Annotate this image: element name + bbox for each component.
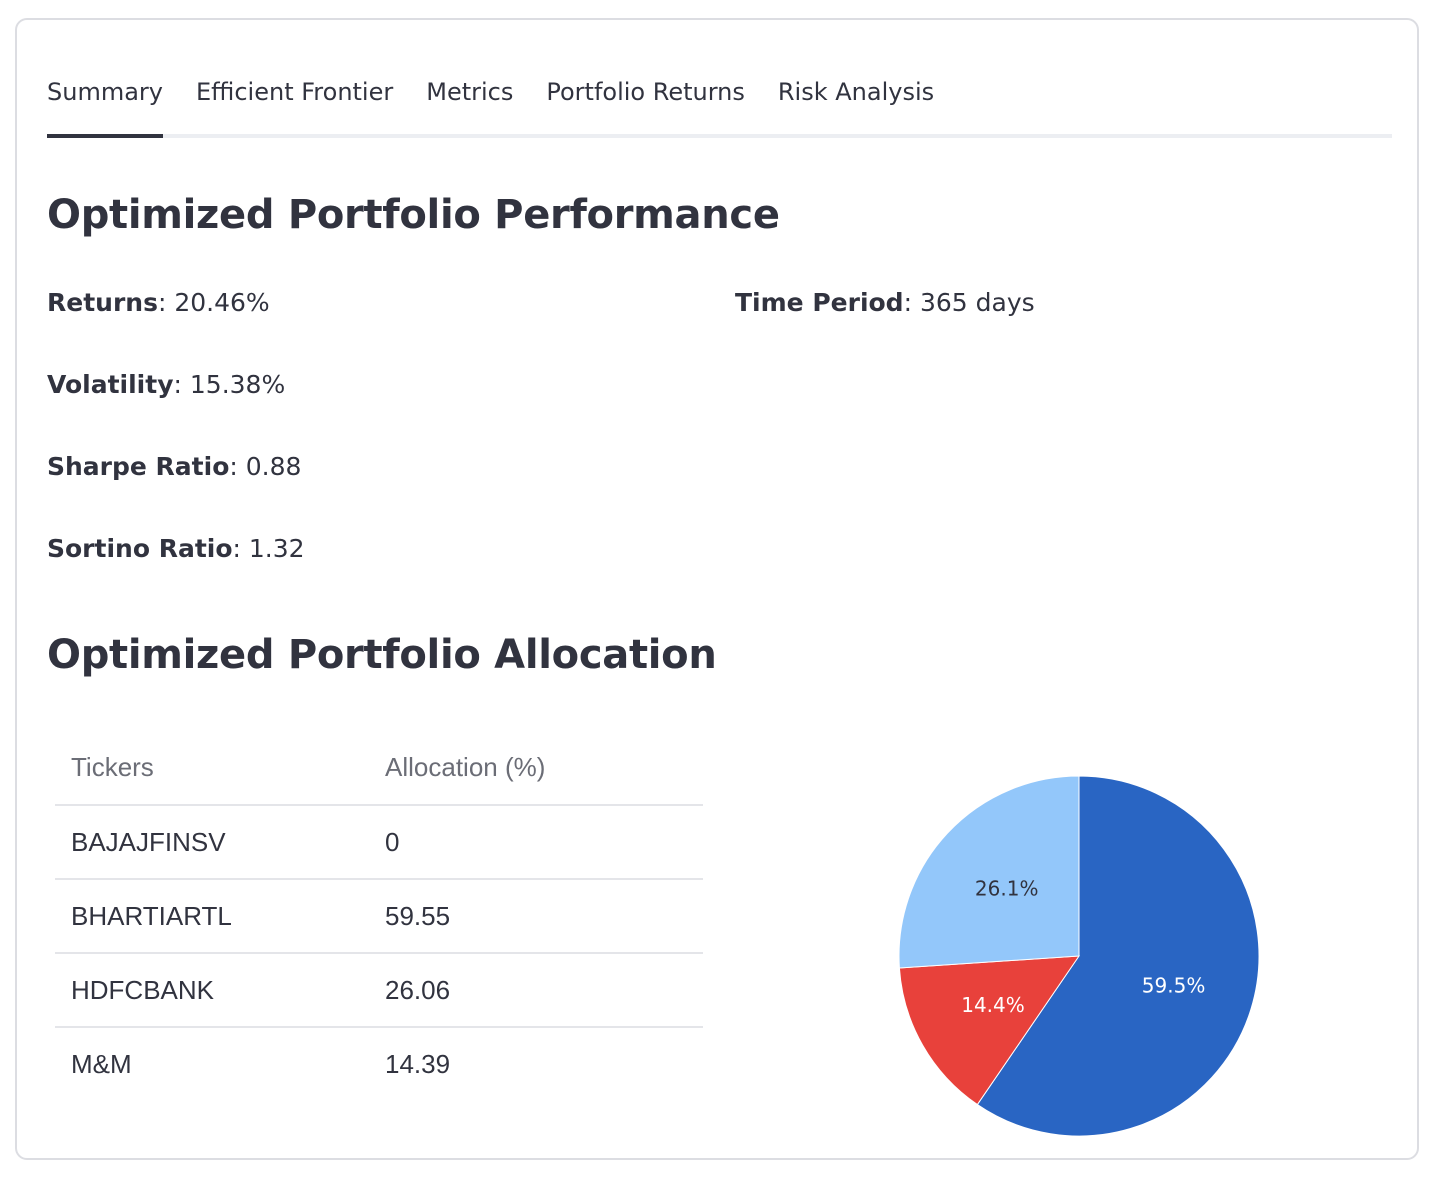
tab-bar: Summary Efficient Frontier Metrics Portf… <box>47 72 1392 138</box>
ticker-cell: BHARTIARTL <box>55 879 369 954</box>
metric-sortino-value: : 1.32 <box>232 534 305 563</box>
metric-returns-value: : 20.46% <box>157 288 270 317</box>
table-row: M&M 14.39 <box>55 1027 703 1100</box>
metric-time-period-value: : 365 days <box>903 288 1035 317</box>
metric-time-period: Time Period: 365 days <box>735 288 1035 317</box>
ticker-cell: M&M <box>71 1048 132 1079</box>
table-row: BHARTIARTL 59.55 <box>55 879 703 954</box>
pie-slice[interactable] <box>898 955 1080 1106</box>
column-header-allocation[interactable]: Allocation (%) <box>369 730 703 806</box>
metric-sortino: Sortino Ratio: 1.32 <box>47 534 305 563</box>
metric-sharpe-value: : 0.88 <box>229 452 302 481</box>
tab-risk-analysis[interactable]: Risk Analysis <box>777 78 935 106</box>
metric-returns-label: Returns <box>47 288 158 317</box>
table-row: BAJAJFINSV 0 <box>55 805 703 880</box>
tab-metrics[interactable]: Metrics <box>426 78 514 106</box>
pie-slice[interactable] <box>976 775 1260 1137</box>
ticker-cell: BAJAJFINSV <box>55 805 369 880</box>
ticker-cell: HDFCBANK <box>55 953 369 1028</box>
metric-volatility-label: Volatility <box>47 370 174 399</box>
allocation-title: Optimized Portfolio Allocation <box>47 632 717 678</box>
table-header-row: Tickers Allocation (%) <box>55 730 703 806</box>
tab-portfolio-returns[interactable]: Portfolio Returns <box>546 78 745 106</box>
metric-time-period-label: Time Period <box>735 288 904 317</box>
summary-card: Summary Efficient Frontier Metrics Portf… <box>15 18 1419 1160</box>
tab-efficient-frontier[interactable]: Efficient Frontier <box>195 78 394 106</box>
metric-sortino-label: Sortino Ratio <box>47 534 233 563</box>
metric-sharpe-label: Sharpe Ratio <box>47 452 230 481</box>
metric-volatility-value: : 15.38% <box>173 370 286 399</box>
table-row: HDFCBANK 26.06 <box>55 953 703 1028</box>
performance-title: Optimized Portfolio Performance <box>47 192 780 238</box>
metric-sharpe: Sharpe Ratio: 0.88 <box>47 452 301 481</box>
pie-slice[interactable] <box>898 775 1080 969</box>
tab-summary[interactable]: Summary <box>47 72 163 138</box>
allocation-table: Tickers Allocation (%) BAJAJFINSV 0 BHAR… <box>55 730 703 1100</box>
metric-volatility: Volatility: 15.38% <box>47 370 285 399</box>
allocation-cell: 14.39 <box>385 1048 451 1079</box>
metric-returns: Returns: 20.46% <box>47 288 270 317</box>
allocation-pie-chart[interactable]: 59.5% 14.4% 26.1% <box>879 756 1279 1156</box>
allocation-cell: 0 <box>369 805 703 880</box>
allocation-cell: 26.06 <box>369 953 703 1028</box>
pie-svg: 59.5% 14.4% 26.1% <box>898 775 1260 1137</box>
pie-slice-label: 59.5% <box>1142 973 1206 997</box>
pie-slice-label: 26.1% <box>975 876 1039 900</box>
pie-slice-label: 14.4% <box>961 993 1025 1017</box>
allocation-cell: 59.55 <box>369 879 703 954</box>
column-header-tickers[interactable]: Tickers <box>55 730 369 806</box>
